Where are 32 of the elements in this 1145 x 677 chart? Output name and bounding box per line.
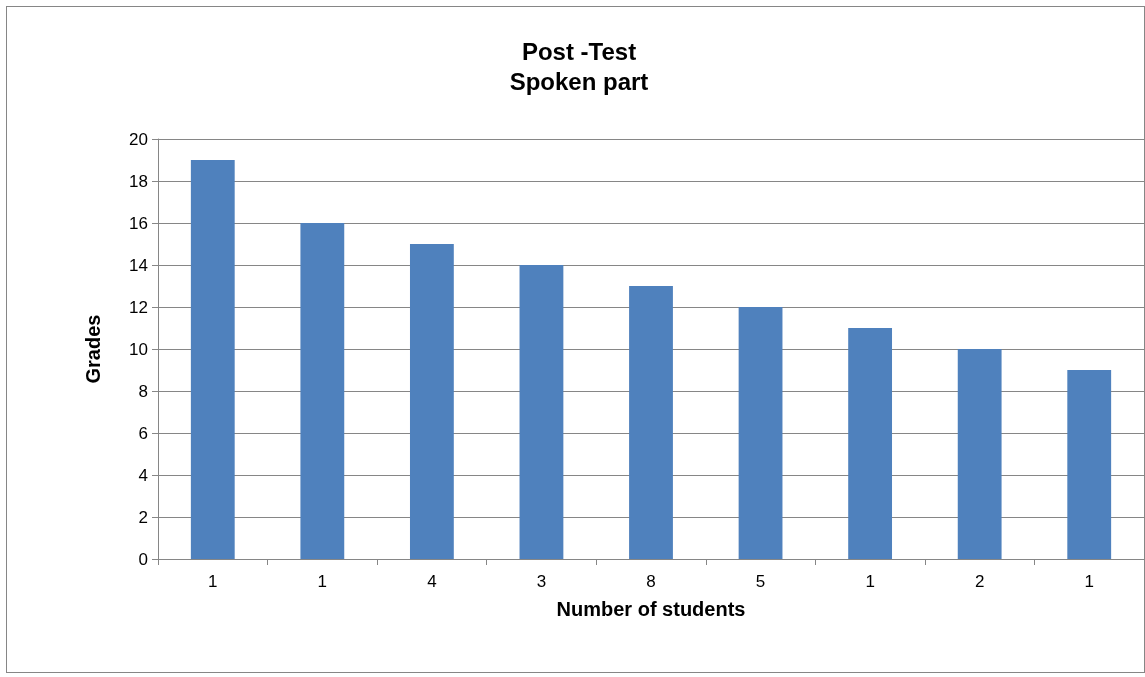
bar: [409, 244, 454, 559]
bar: [190, 160, 235, 559]
y-tick-label: 0: [138, 549, 148, 569]
y-tick-label: 4: [138, 465, 148, 485]
x-axis-title: Number of students: [556, 598, 746, 620]
x-tick-label: 1: [1084, 572, 1094, 591]
bar: [300, 223, 345, 559]
bar: [519, 265, 564, 559]
y-tick-label: 10: [129, 339, 148, 359]
y-tick-label: 2: [138, 507, 148, 527]
x-tick-label: 5: [755, 572, 766, 591]
x-tick-label: 2: [974, 572, 985, 591]
x-tick-label: 3: [536, 572, 547, 591]
x-tick-label: 4: [427, 572, 437, 591]
x-tick-label: 1: [208, 572, 218, 591]
bar: [957, 349, 1002, 559]
bar: [738, 307, 783, 559]
y-tick-label: 6: [138, 423, 148, 443]
x-tick-label: 1: [865, 572, 875, 591]
y-tick-label: 20: [129, 129, 148, 149]
bar: [1067, 370, 1112, 559]
y-tick-label: 16: [129, 213, 148, 233]
x-tick-label: 8: [646, 572, 656, 591]
y-tick-label: 8: [138, 381, 148, 401]
y-axis-title: Grades: [82, 314, 104, 384]
y-tick-label: 14: [129, 255, 148, 275]
y-tick-label: 18: [129, 171, 148, 191]
y-tick-label: 12: [129, 297, 148, 317]
bar: [629, 286, 673, 559]
chart-title: Post -Test Spoken part: [509, 37, 649, 95]
x-tick-label: 1: [317, 572, 328, 591]
bar: [848, 328, 893, 559]
